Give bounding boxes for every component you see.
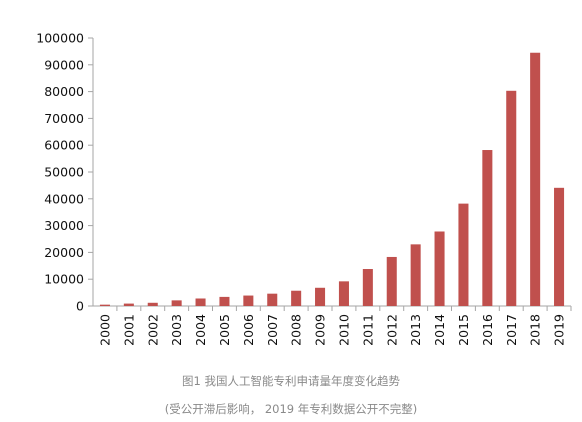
bar-2018 <box>530 52 541 306</box>
x-tick-label: 2003 <box>169 314 184 346</box>
x-tick-label: 2004 <box>193 314 208 346</box>
y-tick-label: 20000 <box>44 245 84 260</box>
x-tick-label: 2001 <box>121 314 136 346</box>
bar-chart: 0 10000 20000 30000 40000 50000 60000 70000 8000… <box>36 31 572 346</box>
x-tick-label: 2011 <box>360 314 375 346</box>
bar-2005 <box>219 296 230 306</box>
x-tick-label: 2002 <box>145 314 160 346</box>
bar-2004 <box>195 298 206 306</box>
bar-2003 <box>171 300 182 306</box>
bar-2019 <box>554 187 565 306</box>
bar-2015 <box>458 203 469 306</box>
y-tick-label: 90000 <box>44 57 84 72</box>
x-tick-label: 2010 <box>336 314 351 346</box>
bar-2006 <box>243 295 254 306</box>
bar-2007 <box>267 293 278 306</box>
x-tick-label: 2015 <box>456 314 471 346</box>
x-tick-label: 2005 <box>217 314 232 346</box>
x-tick-label: 2017 <box>504 314 519 346</box>
x-tick-label: 2007 <box>265 314 280 346</box>
x-tick-label: 2012 <box>384 314 399 346</box>
y-tick-label: 30000 <box>44 218 84 233</box>
bar-2008 <box>291 290 302 306</box>
y-tick-label: 60000 <box>44 138 84 153</box>
bars <box>99 52 565 307</box>
x-tick-label: 2013 <box>408 314 423 346</box>
bar-2017 <box>506 90 517 307</box>
y-tick-label: 70000 <box>44 111 84 126</box>
figure-note: (受公开滞后影响， 2019 年专利数据公开不完整) <box>164 402 418 416</box>
y-axis: 0 10000 20000 30000 40000 50000 60000 70000 8000… <box>36 31 94 314</box>
bar-2013 <box>410 244 421 306</box>
bar-2010 <box>338 281 349 306</box>
y-tick-label: 40000 <box>44 191 84 206</box>
bar-2014 <box>434 231 445 306</box>
bar-2012 <box>386 256 397 306</box>
bar-2001 <box>123 303 134 306</box>
x-tick-label: 2006 <box>241 314 256 346</box>
bar-2002 <box>147 302 158 306</box>
x-tick-label: 2018 <box>528 314 543 346</box>
x-tick-label: 2014 <box>432 314 447 346</box>
y-tick-label: 50000 <box>44 165 84 180</box>
x-tick-label: 2016 <box>480 314 495 346</box>
y-tick-label: 10000 <box>44 272 84 287</box>
y-tick-label: 80000 <box>44 84 84 99</box>
bar-2000 <box>99 304 110 306</box>
bar-2011 <box>362 269 373 306</box>
x-tick-label: 2000 <box>97 314 112 346</box>
y-tick-label: 0 <box>76 299 84 314</box>
y-tick-label: 100000 <box>36 31 84 46</box>
x-axis: 2000 2001 2002 2003 2004 2005 2006 2007 2008 2009… <box>93 305 572 346</box>
bar-2016 <box>482 150 493 306</box>
bar-2009 <box>315 287 326 306</box>
x-tick-label: 2008 <box>289 314 304 346</box>
figure-caption: 图1 我国人工智能专利申请量年度变化趋势 <box>182 374 400 388</box>
x-tick-label: 2009 <box>313 314 328 346</box>
x-tick-label: 2019 <box>552 314 567 346</box>
